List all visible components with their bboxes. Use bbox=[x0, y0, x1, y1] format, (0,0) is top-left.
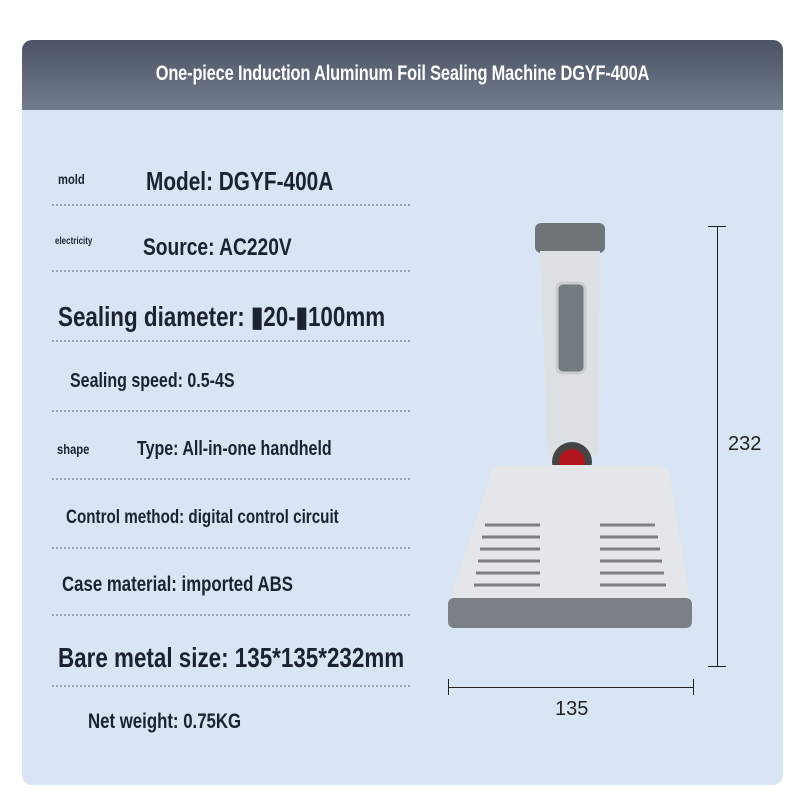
divider bbox=[52, 204, 410, 206]
height-dimension-line bbox=[717, 226, 718, 666]
width-dimension-line bbox=[448, 687, 694, 688]
spec-source: Source: AC220V bbox=[143, 234, 292, 261]
divider bbox=[52, 478, 410, 480]
height-dimension-cap bbox=[708, 226, 726, 227]
divider bbox=[52, 685, 410, 687]
spec-label-electricity: electricity bbox=[55, 236, 93, 247]
width-dimension-cap bbox=[448, 679, 449, 695]
spec-label-shape: shape bbox=[57, 441, 90, 457]
width-dimension-cap bbox=[693, 679, 694, 695]
height-dimension-label: 232 bbox=[728, 433, 762, 455]
spec-net-weight: Net weight: 0.75KG bbox=[88, 710, 242, 733]
spec-sealing-diameter: Sealing diameter: ▮20-▮100mm bbox=[58, 301, 386, 332]
divider bbox=[52, 614, 410, 616]
spec-case-material: Case material: imported ABS bbox=[62, 573, 293, 596]
spec-control-method: Control method: digital control circuit bbox=[66, 507, 339, 528]
divider bbox=[52, 547, 410, 549]
sealing-machine-image bbox=[448, 223, 692, 628]
spec-bare-metal-size: Bare metal size: 135*135*232mm bbox=[58, 642, 405, 673]
spec-label-mold: mold bbox=[58, 171, 85, 187]
spec-type: Type: All-in-one handheld bbox=[137, 438, 332, 460]
height-dimension-cap bbox=[708, 666, 726, 667]
title-bar: One-piece Induction Aluminum Foil Sealin… bbox=[22, 40, 783, 110]
spec-panel: One-piece Induction Aluminum Foil Sealin… bbox=[22, 40, 783, 785]
divider bbox=[52, 270, 410, 272]
divider bbox=[52, 410, 410, 412]
page-title: One-piece Induction Aluminum Foil Sealin… bbox=[155, 62, 650, 85]
spec-sealing-speed: Sealing speed: 0.5-4S bbox=[70, 370, 235, 392]
divider bbox=[52, 340, 410, 342]
width-dimension-label: 135 bbox=[555, 698, 589, 720]
spec-model: Model: DGYF-400A bbox=[146, 166, 334, 196]
